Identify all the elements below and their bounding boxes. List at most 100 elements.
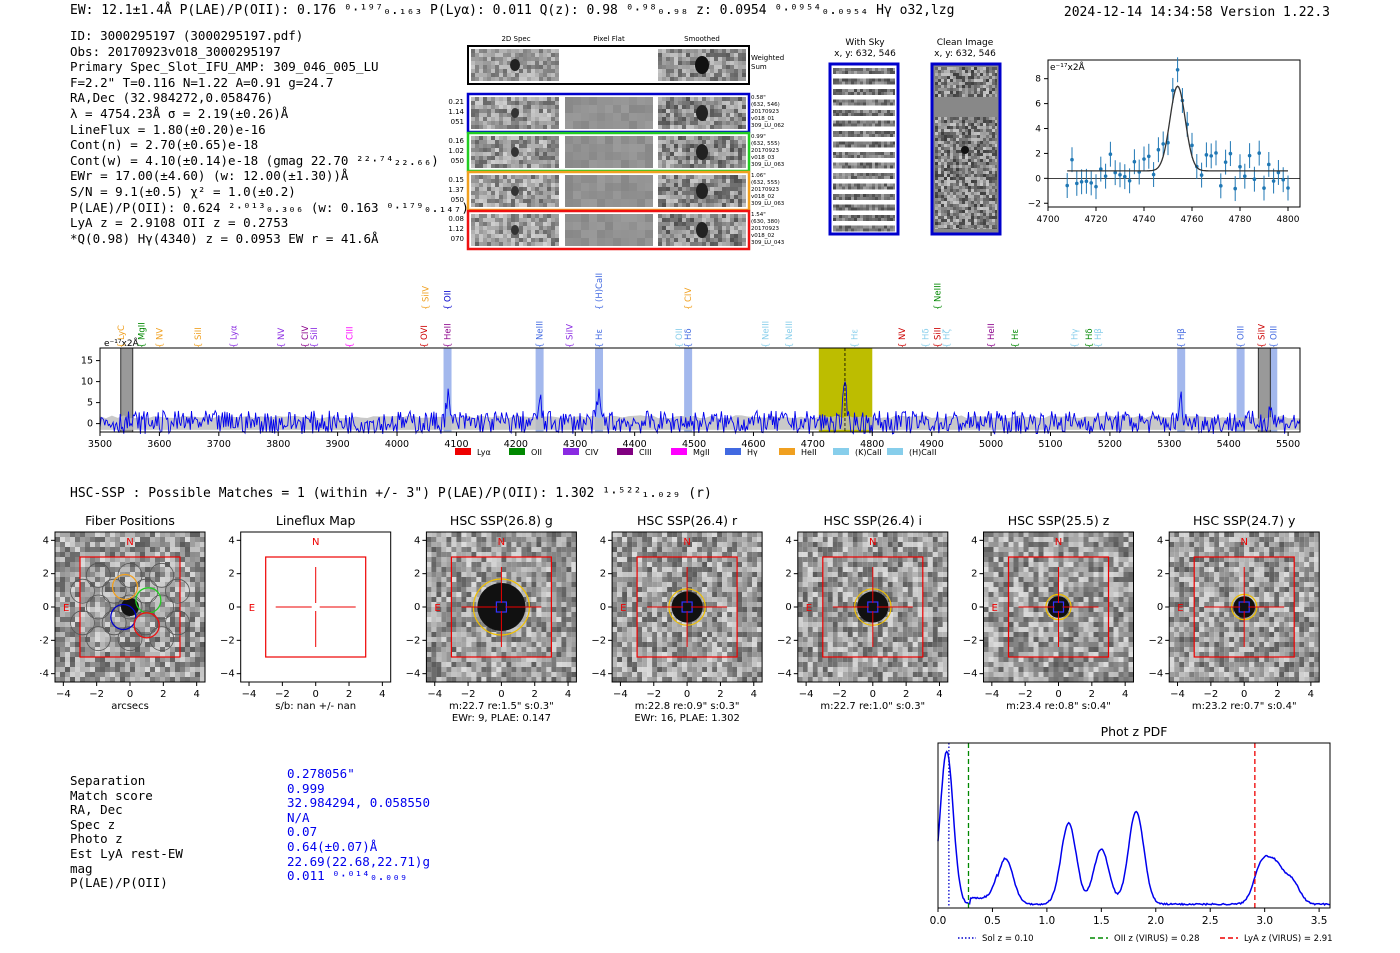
cutout-noise — [483, 179, 487, 183]
hsc-noise — [100, 662, 105, 667]
hsc-ytick: −4 — [40, 669, 49, 680]
cutout-smooth — [722, 214, 726, 218]
hsc-noise — [476, 532, 482, 537]
clean-noise — [974, 207, 977, 210]
cutout-noise — [479, 160, 483, 164]
clean-noise — [956, 91, 959, 94]
hsc-noise — [195, 547, 200, 552]
weighted-noise — [543, 53, 547, 57]
clean-noise — [989, 168, 992, 171]
zoom-ylabel: e⁻¹⁷x2Å — [1050, 61, 1086, 73]
hsc-noise — [160, 592, 165, 597]
weighted-smooth — [734, 57, 738, 61]
cutout-noise — [503, 97, 507, 101]
spectrum-line-band — [1236, 348, 1245, 432]
cutout-flat — [621, 152, 629, 160]
clean-noise — [962, 180, 965, 183]
clean-noise — [950, 177, 953, 180]
hsc-noise — [130, 572, 135, 577]
cutout-noise — [475, 238, 479, 242]
cutout-smooth — [730, 156, 734, 160]
cutout-noise — [543, 144, 547, 148]
sky-band — [836, 141, 839, 145]
cutout-noise — [527, 230, 531, 234]
clean-noise — [944, 88, 947, 91]
cutout-noise — [555, 214, 559, 218]
cutout-smooth — [670, 214, 674, 218]
cutout-flat — [597, 160, 605, 168]
clean-noise — [983, 192, 986, 195]
sky-band — [866, 92, 869, 95]
spectrum-line-label: NeIII — [761, 321, 771, 340]
weighted-noise — [511, 69, 515, 73]
cutout-noise — [531, 183, 535, 187]
sky-band — [845, 120, 848, 124]
cutout-smooth — [734, 242, 738, 246]
sky-band — [842, 218, 845, 221]
cutout-noise — [479, 187, 483, 191]
weighted-noise — [487, 69, 491, 73]
hsc-noise — [180, 582, 185, 587]
weighted-smooth — [710, 69, 714, 73]
cutout-noise — [507, 140, 511, 144]
hsc-noise — [110, 607, 115, 612]
cutout-noise — [539, 125, 543, 129]
info-sn: S/N = 9.1(±0.5) χ² = 1.0(±0.2) — [70, 183, 296, 199]
weighted-noise — [515, 53, 519, 57]
clean-noise — [947, 156, 950, 159]
zoom-point — [1257, 151, 1261, 155]
cutout-smooth — [710, 156, 714, 160]
clean-noise — [950, 147, 953, 150]
cutout-smooth — [742, 214, 746, 218]
clean-noise — [956, 180, 959, 183]
cutout-noise — [491, 101, 495, 105]
cutout-smooth — [714, 187, 718, 191]
hsc-noise — [160, 577, 165, 582]
cutout-flat — [621, 191, 629, 199]
sky-band — [884, 225, 887, 229]
clean-noise — [944, 186, 947, 189]
hsc-noise — [140, 662, 145, 667]
cutout-row-right: v018_02 — [751, 233, 775, 239]
weighted-noise — [539, 77, 543, 81]
hsc-noise — [180, 647, 185, 652]
weighted-noise — [471, 69, 475, 73]
hsc-noise — [95, 572, 100, 577]
cutout-noise — [507, 226, 511, 230]
cutout-smooth — [686, 140, 690, 144]
weighted-noise — [479, 61, 483, 65]
cutout-smooth — [674, 199, 678, 203]
hsc-noise — [60, 602, 65, 607]
cutout-smooth — [706, 242, 710, 246]
zoom-point — [1267, 162, 1271, 167]
clean-noise — [989, 76, 992, 79]
hsc-noise — [200, 567, 205, 572]
cutout-smooth — [682, 191, 686, 195]
hsc-noise — [195, 637, 200, 642]
cutout-smooth — [718, 160, 722, 164]
clean-noise — [989, 207, 992, 210]
clean-noise — [983, 79, 986, 82]
hsc-noise — [120, 562, 125, 567]
clean-noise — [950, 135, 953, 138]
cutout-noise — [551, 199, 555, 203]
cutout-noise — [527, 101, 531, 105]
sky-band — [878, 113, 881, 116]
weighted-smooth — [698, 49, 702, 53]
cutout-smooth — [738, 144, 742, 148]
hsc-noise — [160, 547, 165, 552]
weighted-noise — [543, 57, 547, 61]
hsc-noise — [110, 542, 115, 547]
cutout-noise — [511, 214, 515, 218]
clean-noise — [956, 216, 959, 219]
hsc-noise — [60, 617, 65, 622]
hsc-noise — [110, 647, 115, 652]
clean-noise — [995, 186, 997, 189]
hsc-noise — [471, 532, 477, 537]
cutout-smooth — [678, 136, 682, 140]
sky-band — [887, 120, 890, 124]
clean-noise — [974, 204, 977, 207]
cutout-smooth — [678, 125, 682, 129]
cutout-noise — [539, 214, 543, 218]
